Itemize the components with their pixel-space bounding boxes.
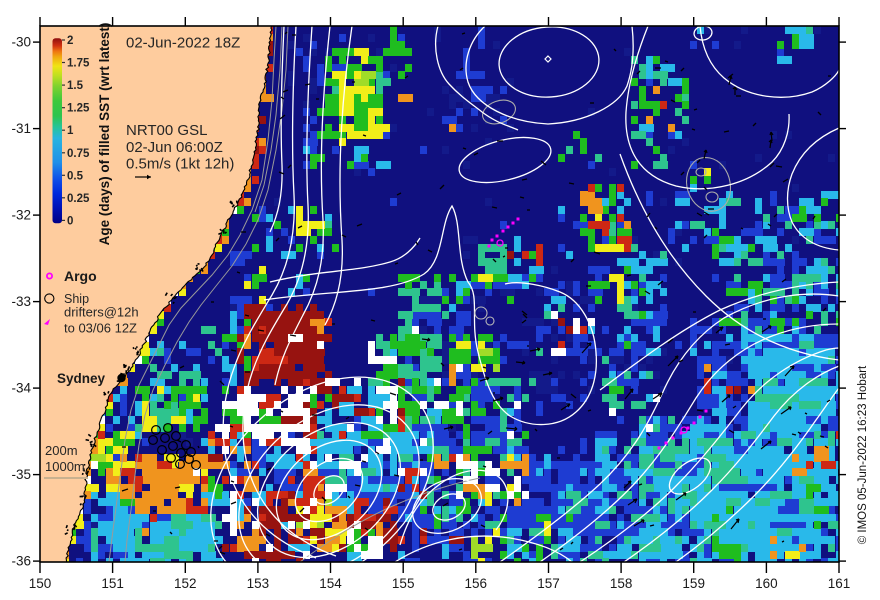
svg-text:1000m: 1000m <box>45 459 85 474</box>
svg-text:154: 154 <box>319 576 342 591</box>
svg-text:152: 152 <box>174 576 197 591</box>
svg-text:0: 0 <box>67 215 73 227</box>
svg-text:-35: -35 <box>11 467 31 482</box>
svg-text:02-Jun-2022 18Z: 02-Jun-2022 18Z <box>126 35 240 52</box>
svg-text:Argo: Argo <box>64 268 97 284</box>
svg-text:to 03/06 12Z: to 03/06 12Z <box>64 321 137 336</box>
svg-text:02-Jun 06:00Z: 02-Jun 06:00Z <box>126 139 223 156</box>
svg-text:1.25: 1.25 <box>67 103 90 115</box>
svg-text:1.5: 1.5 <box>67 80 84 92</box>
svg-text:153: 153 <box>247 576 270 591</box>
svg-text:-34: -34 <box>11 381 31 396</box>
svg-text:NRT00 GSL: NRT00 GSL <box>126 122 207 139</box>
svg-text:-36: -36 <box>11 554 31 569</box>
svg-text:0.75: 0.75 <box>67 148 90 160</box>
svg-text:1: 1 <box>67 125 74 137</box>
svg-text:157: 157 <box>537 576 560 591</box>
svg-text:200m: 200m <box>45 443 78 458</box>
svg-text:150: 150 <box>29 576 52 591</box>
svg-text:-31: -31 <box>11 121 31 136</box>
svg-text:161: 161 <box>828 576 851 591</box>
svg-text:1.75: 1.75 <box>67 58 90 70</box>
svg-text:2: 2 <box>67 35 73 47</box>
svg-text:-30: -30 <box>11 35 31 50</box>
svg-text:-32: -32 <box>11 208 31 223</box>
svg-text:-33: -33 <box>11 294 31 309</box>
svg-text:160: 160 <box>755 576 778 591</box>
svg-text:Ship: Ship <box>64 292 89 306</box>
svg-text:Sydney: Sydney <box>57 371 106 386</box>
svg-text:Age (days) of filled SST (wrt: Age (days) of filled SST (wrt latest) <box>97 23 112 246</box>
svg-text:© IMOS 05-Jun-2022 16:23 Hobar: © IMOS 05-Jun-2022 16:23 Hobart <box>857 365 869 544</box>
svg-text:151: 151 <box>101 576 124 591</box>
svg-text:0.25: 0.25 <box>67 193 90 205</box>
svg-text:0.5m/s (1kt 12h): 0.5m/s (1kt 12h) <box>126 156 234 173</box>
svg-text:0.5: 0.5 <box>67 170 84 182</box>
svg-text:158: 158 <box>610 576 633 591</box>
svg-text:159: 159 <box>682 576 705 591</box>
svg-text:156: 156 <box>465 576 488 591</box>
svg-text:155: 155 <box>392 576 415 591</box>
svg-text:drifters@12h: drifters@12h <box>64 305 139 320</box>
